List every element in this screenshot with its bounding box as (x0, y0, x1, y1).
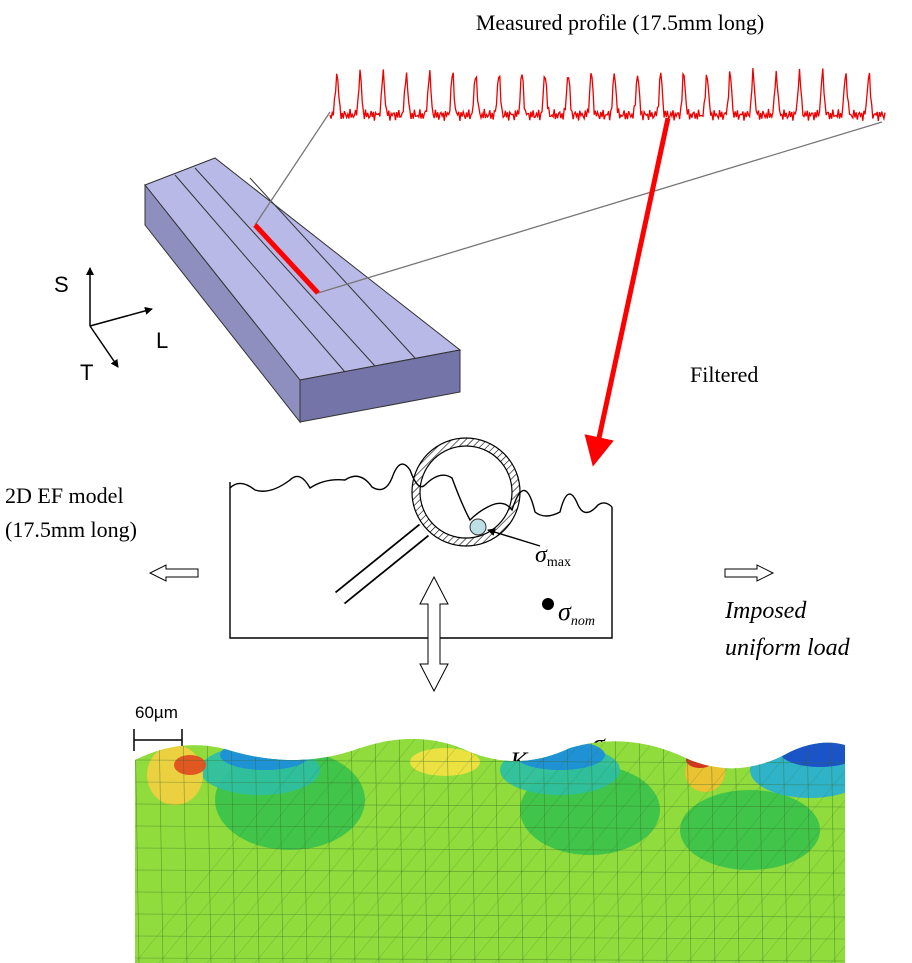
axis-label: S (54, 272, 69, 297)
fe-shape (680, 790, 820, 870)
magnifier (340, 438, 520, 598)
diagram: Measured profile (17.5mm long) S L T Fil… (0, 0, 912, 963)
nom-point (542, 598, 554, 610)
filter-arrow (596, 118, 668, 452)
axes-triad (90, 268, 152, 367)
profile-title: Measured profile (17.5mm long) (476, 10, 764, 35)
fe-shape (147, 745, 203, 805)
fe-shape (686, 752, 714, 768)
measured-profile (330, 68, 885, 121)
arrow-label: Filtered (690, 362, 758, 387)
model-label: 2D EF model (5, 483, 124, 508)
load-arrow (150, 565, 198, 581)
max-point (470, 519, 486, 535)
sigma-nom: σnom (558, 597, 595, 629)
leader-line (255, 112, 330, 225)
subscript: max (547, 555, 571, 570)
axis-label: L (156, 328, 168, 353)
double-arrow (420, 577, 448, 691)
load-label: Imposed (724, 598, 807, 624)
load-label: uniform load (725, 635, 851, 661)
fe-shape (174, 755, 206, 775)
max-arrow (488, 530, 540, 546)
fe-shape (685, 752, 725, 792)
fe-shape (220, 740, 310, 770)
subscript: nom (571, 614, 595, 629)
axis-label: T (80, 360, 93, 385)
load-arrow (725, 565, 773, 581)
model-label: (17.5mm long) (5, 517, 137, 542)
fe-shape (200, 745, 320, 795)
specimen-block (145, 158, 460, 422)
sigma-max: σmax (535, 542, 571, 570)
leader-line (318, 122, 882, 293)
scale-label: 60µm (135, 703, 178, 722)
